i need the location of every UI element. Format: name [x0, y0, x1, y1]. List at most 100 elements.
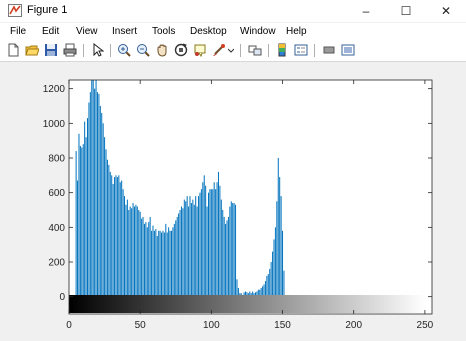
histogram-bar [174, 224, 175, 297]
print-icon[interactable] [63, 43, 77, 57]
menu-edit[interactable]: Edit [42, 26, 59, 37]
histogram-bar [147, 227, 148, 296]
histogram-bar [114, 177, 115, 297]
histogram-bar [110, 172, 111, 297]
histogram-bar [150, 217, 151, 297]
histogram-bar [228, 217, 229, 297]
histogram-chart[interactable]: 0 200 400 600 800 1000 1200 0 50 100 150 200 250 [0, 62, 466, 341]
window-title: Figure 1 [27, 4, 67, 16]
menu-insert[interactable]: Insert [112, 26, 137, 37]
menu-file[interactable]: File [10, 26, 26, 37]
histogram-bar [177, 217, 178, 297]
histogram-bar [137, 207, 138, 297]
brush-icon[interactable] [212, 43, 226, 57]
histogram-bar [76, 151, 77, 297]
histogram-bar [84, 122, 85, 297]
y-tick-label: 200 [48, 258, 65, 269]
histogram-bar [195, 196, 196, 297]
histogram-bar [273, 239, 274, 296]
rotate-3d-icon[interactable] [174, 43, 188, 57]
histogram-bar [117, 177, 118, 297]
histogram-bar [171, 231, 172, 297]
toolbar-separator [268, 44, 269, 57]
histogram-bar [268, 274, 269, 297]
histogram-bar [278, 158, 279, 297]
legend-icon[interactable] [294, 43, 308, 57]
data-cursor-icon[interactable] [193, 43, 207, 57]
histogram-bar [138, 210, 139, 297]
histogram-bar [208, 193, 209, 297]
new-figure-icon[interactable] [6, 43, 20, 57]
menu-bar: File Edit View Insert Tools Desktop Wind… [0, 23, 466, 41]
histogram-bar [172, 227, 173, 296]
histogram-bar [131, 208, 132, 296]
histogram-bar [222, 210, 223, 297]
link-plot-icon[interactable] [248, 43, 262, 57]
x-tick-label: 100 [203, 320, 220, 331]
y-tick-label: 800 [48, 154, 65, 165]
histogram-bar [140, 212, 141, 297]
histogram-bar [115, 175, 116, 296]
menu-tools[interactable]: Tools [152, 26, 175, 37]
histogram-bar [78, 134, 79, 297]
histogram-bar [279, 177, 280, 297]
histogram-bar [202, 182, 203, 296]
histogram-bar [211, 189, 212, 296]
pan-icon[interactable] [155, 43, 169, 57]
histogram-bar [283, 271, 284, 297]
histogram-bar [118, 175, 119, 296]
hide-plot-tools-icon[interactable] [322, 43, 336, 57]
figure-toolbar [0, 41, 466, 62]
show-plot-tools-icon[interactable] [341, 43, 355, 57]
minimize-button[interactable]: – [346, 0, 386, 22]
histogram-bar [123, 189, 124, 296]
histogram-bar [217, 182, 218, 296]
histogram-bar [199, 193, 200, 297]
histogram-bar [215, 189, 216, 296]
maximize-button[interactable]: ☐ [386, 0, 426, 22]
histogram-bar [209, 189, 210, 296]
histogram-bar [161, 233, 162, 297]
histogram-bar [145, 222, 146, 297]
histogram-bar [185, 201, 186, 296]
histogram-bar [271, 262, 272, 297]
histogram-bar [178, 213, 179, 296]
histogram-bar [108, 165, 109, 297]
histogram-bar [191, 203, 192, 297]
histogram-bar [130, 207, 131, 297]
histogram-bar [276, 201, 277, 296]
histogram-bar [265, 281, 266, 297]
zoom-out-icon[interactable] [136, 43, 150, 57]
toolbar-separator [240, 44, 241, 57]
y-tick-label: 400 [48, 223, 65, 234]
save-icon[interactable] [44, 43, 58, 57]
histogram-bar [188, 207, 189, 297]
zoom-in-icon[interactable] [117, 43, 131, 57]
histogram-bar [113, 184, 114, 297]
histogram-bar [97, 92, 98, 297]
colorbar-icon[interactable] [275, 43, 289, 57]
close-button[interactable]: ✕ [426, 0, 466, 22]
histogram-bar [127, 200, 128, 297]
histogram-bar [91, 80, 92, 297]
histogram-bar [214, 182, 215, 296]
chevron-down-icon[interactable] [228, 48, 234, 54]
histogram-bar [135, 205, 136, 297]
histogram-bar [269, 269, 270, 297]
histogram-bar [198, 196, 199, 297]
histogram-bar [229, 207, 230, 297]
menu-window[interactable]: Window [240, 26, 276, 37]
x-tick-label: 250 [417, 320, 434, 331]
y-tick-label: 0 [59, 292, 65, 303]
histogram-bar [134, 207, 135, 297]
open-file-icon[interactable] [25, 43, 39, 57]
histogram-bar [231, 201, 232, 296]
menu-desktop[interactable]: Desktop [190, 26, 227, 37]
histogram-bar [155, 229, 156, 297]
histogram-bar [182, 208, 183, 296]
histogram-bar [218, 172, 219, 297]
histogram-bar [266, 276, 267, 297]
menu-view[interactable]: View [76, 26, 98, 37]
menu-help[interactable]: Help [286, 26, 307, 37]
pointer-icon[interactable] [90, 43, 104, 57]
